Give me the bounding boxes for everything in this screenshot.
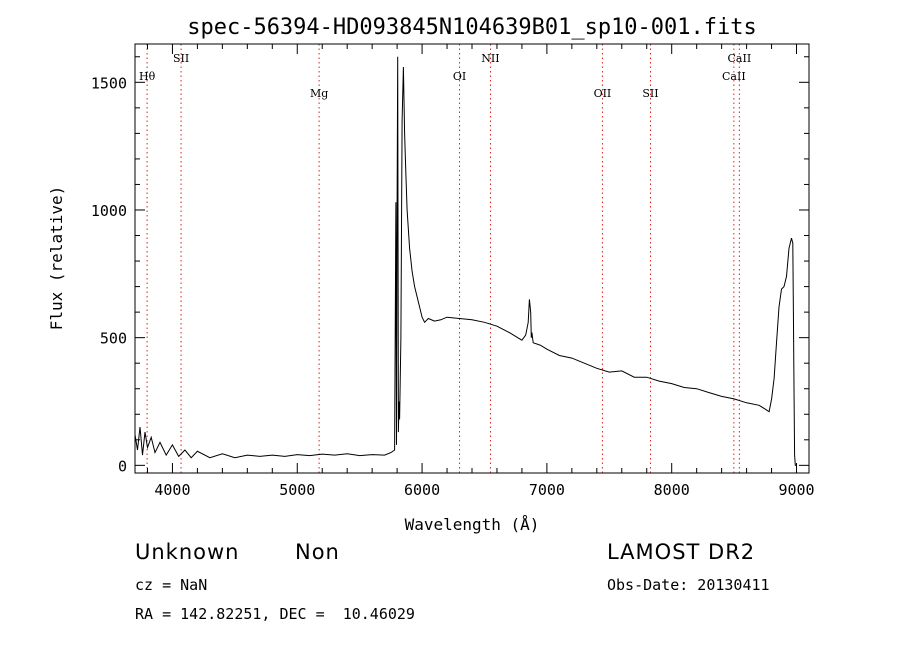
x-tick-label: 6000 (404, 481, 440, 499)
x-tick-label: 5000 (279, 481, 315, 499)
survey-name: LAMOST DR2 (607, 540, 756, 564)
x-tick-label: 8000 (654, 481, 690, 499)
y-tick-label: 1500 (91, 74, 127, 92)
x-tick-label: 7000 (529, 481, 565, 499)
sky-coordinates: RA = 142.82251, DEC = 10.46029 (135, 605, 415, 623)
x-tick-label: 4000 (154, 481, 190, 499)
y-axis-label: Flux (relative) (47, 186, 66, 331)
spectrum-chart: spec-56394-HD093845N104639B01_sp10-001.f… (47, 15, 815, 534)
spectrum-line (134, 56, 797, 466)
marker-label: SII (173, 52, 189, 65)
chart-title: spec-56394-HD093845N104639B01_sp10-001.f… (187, 15, 757, 40)
y-tick-label: 0 (118, 457, 127, 475)
marker-label: Mg (310, 87, 328, 100)
plot-axes: 4000 5000 6000 7000 8000 9000 0 500 1000 1500 (91, 44, 815, 499)
object-subclass: Non (295, 540, 340, 564)
marker-label: CaII (728, 52, 752, 65)
redshift-cz: cz = NaN (135, 576, 208, 594)
observation-date: Obs-Date: 20130411 (607, 576, 770, 594)
marker-label: OI (453, 70, 466, 83)
emission-line-markers: Hθ SII Mg OI NII OII SII CaII CaII (139, 44, 751, 473)
x-tick-label: 9000 (778, 481, 814, 499)
marker-label: OII (594, 87, 612, 100)
y-tick-label: 1000 (91, 202, 127, 220)
y-tick-label: 500 (100, 330, 127, 348)
plot-frame (134, 43, 810, 474)
marker-label: SII (642, 87, 658, 100)
marker-label: CaII (722, 70, 746, 83)
x-axis-label: Wavelength (Å) (405, 515, 540, 534)
marker-label: Hθ (139, 70, 156, 83)
marker-label: NII (481, 52, 499, 65)
object-class: Unknown (135, 540, 240, 564)
